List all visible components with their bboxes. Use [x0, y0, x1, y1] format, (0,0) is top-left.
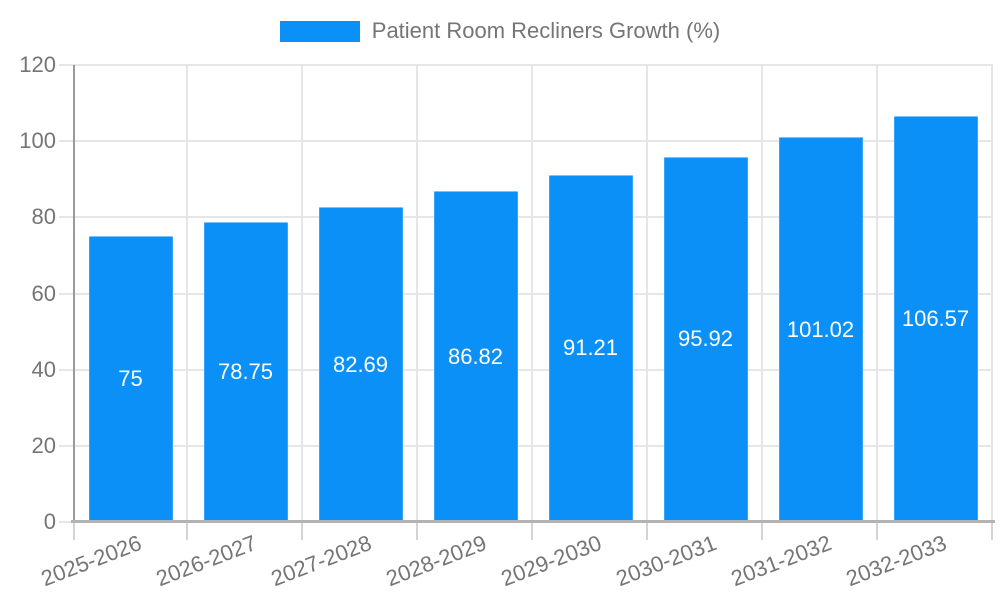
x-tick: [991, 522, 993, 540]
y-tick: [59, 521, 73, 523]
bar: [663, 156, 748, 522]
x-axis-line: [71, 520, 995, 523]
x-axis-tick-label: 2025-2026: [37, 530, 146, 592]
x-gridline: [646, 65, 648, 522]
y-gridline: [59, 64, 993, 66]
x-tick: [761, 522, 763, 540]
x-tick: [186, 522, 188, 540]
bar: [433, 191, 518, 522]
y-gridline: [59, 444, 993, 447]
x-tick: [416, 522, 418, 540]
x-gridline: [876, 65, 878, 522]
bar-value-label: 106.57: [901, 306, 970, 332]
x-gridline: [416, 65, 418, 522]
y-axis-tick-label: 40: [31, 356, 56, 382]
x-axis-tick-label: 2027-2028: [267, 530, 376, 592]
y-axis-tick-label: 60: [31, 280, 56, 306]
y-gridline: [59, 140, 993, 143]
bar: [203, 222, 288, 522]
y-axis-tick-extension: [73, 522, 75, 540]
bar-value-label: 91.21: [562, 335, 619, 361]
x-tick: [531, 522, 533, 540]
x-axis-tick-label: 2028-2029: [382, 530, 491, 592]
chart-legend: Patient Room Recliners Growth (%): [0, 18, 1000, 44]
x-axis-tick-label: 2032-2033: [842, 530, 951, 592]
y-gridline: [59, 216, 993, 219]
bar-value-label: 82.69: [332, 351, 389, 377]
x-gridline: [301, 65, 303, 522]
bar-value-label: 78.75: [217, 359, 274, 385]
x-tick: [646, 522, 648, 540]
bar: [318, 207, 403, 522]
bar: [778, 137, 863, 522]
y-gridline: [59, 368, 993, 371]
x-axis-tick-label: 2026-2027: [152, 530, 261, 592]
y-axis-tick-label: 100: [19, 128, 56, 154]
x-axis-tick-label: 2031-2032: [727, 530, 836, 592]
x-gridline: [186, 65, 188, 522]
y-axis-tick-label: 20: [31, 432, 56, 458]
y-axis-line: [73, 65, 75, 522]
x-axis-tick-label: 2029-2030: [497, 530, 606, 592]
x-gridline: [761, 65, 763, 522]
bar: [88, 236, 173, 522]
plot-area: 75 78.75 82.69 86.82 91.21 95.92 101.02 106.57: [59, 64, 995, 540]
y-gridline: [59, 292, 993, 295]
x-tick: [876, 522, 878, 540]
y-axis-tick-label: 0: [43, 509, 56, 534]
bar-value-label: 86.82: [447, 343, 504, 369]
y-axis-tick-label: 80: [31, 204, 56, 230]
x-gridline: [991, 65, 993, 522]
legend-swatch: [279, 20, 360, 42]
x-tick: [301, 522, 303, 540]
bar: [548, 174, 633, 522]
bar-value-label: 95.92: [677, 326, 734, 352]
bar-value-label: 75: [118, 366, 143, 392]
x-axis-tick-label: 2030-2031: [612, 530, 721, 592]
legend-label: Patient Room Recliners Growth (%): [371, 18, 721, 43]
bar-value-label: 101.02: [786, 316, 855, 342]
x-gridline: [531, 65, 533, 522]
y-axis-tick-label: 120: [19, 52, 56, 77]
bar: [893, 116, 978, 522]
